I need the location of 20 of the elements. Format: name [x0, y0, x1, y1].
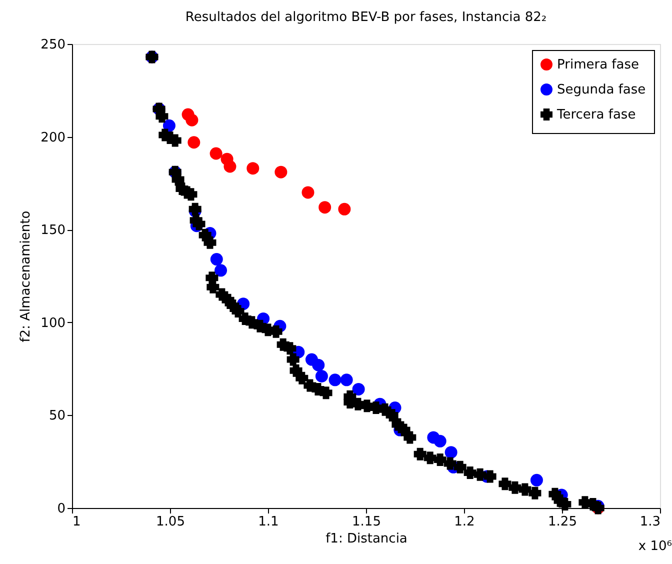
x-tick-label: 1.1	[258, 514, 279, 530]
y-tick-label: 50	[48, 408, 66, 424]
y-tick-label: 0	[57, 502, 66, 516]
x-tick-label: 1.2	[454, 514, 475, 530]
legend-label: Primera fase	[557, 58, 639, 72]
text: x 10⁶	[638, 539, 672, 554]
x-tick-label: 1.25	[548, 514, 577, 530]
y-axis-title: f2: Almacenamiento	[18, 210, 34, 342]
y-tick-label: 100	[40, 316, 66, 331]
chart-title: Resultados del algoritmo BEV-B por fases, Instancia 82₂	[185, 10, 547, 25]
y-tick-label: 200	[40, 130, 66, 146]
y-tick-label: 250	[40, 38, 66, 52]
x-axis-title: f1: Distancia	[326, 532, 408, 546]
legend-label: Tercera fase	[556, 108, 636, 122]
legend-label: Segunda fase	[557, 82, 646, 98]
x-tick-label: 1.3	[640, 514, 660, 530]
x-tick-label: 1	[72, 514, 81, 530]
x-tick-label: 1.15	[352, 514, 381, 530]
y-tick-label: 150	[40, 223, 66, 238]
x-tick-label: 1.05	[156, 514, 185, 530]
